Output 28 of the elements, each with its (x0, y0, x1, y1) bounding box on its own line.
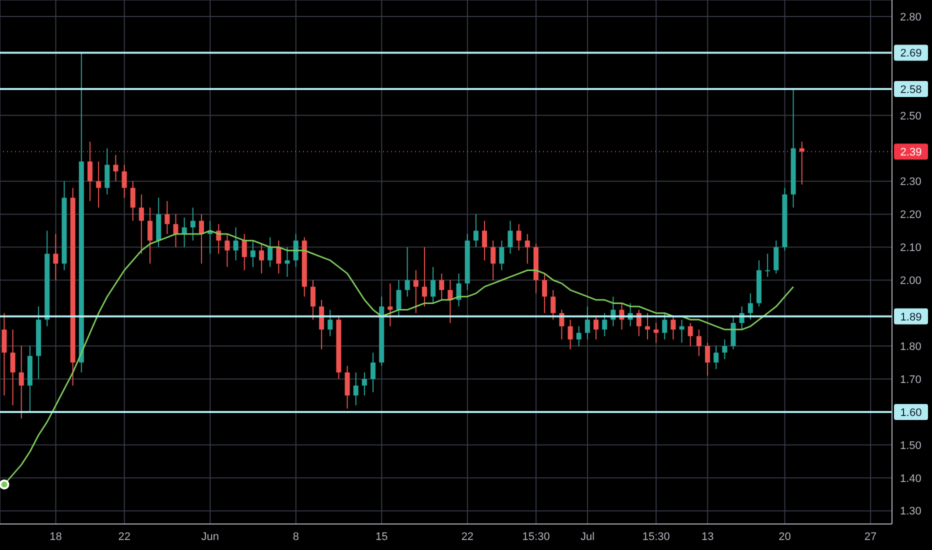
x-tick-label: 8 (292, 530, 299, 543)
x-tick-label: 18 (50, 530, 62, 543)
y-tick-label: 1.80 (900, 340, 922, 353)
ref-line-label: 1.60 (900, 406, 922, 419)
y-tick-label: 1.30 (900, 506, 922, 518)
x-tick-label: 15:30 (642, 530, 670, 543)
x-tick-label: 27 (864, 530, 877, 543)
ref-line-label: 2.39 (900, 146, 922, 159)
x-tick-label: Jun (201, 530, 220, 543)
x-tick-label: 22 (118, 530, 130, 543)
y-tick-label: 2.20 (900, 209, 922, 222)
y-tick-label: 2.50 (900, 110, 922, 122)
x-tick-label: 20 (778, 530, 791, 543)
ref-line-label: 2.69 (900, 48, 922, 60)
y-tick-label: 1.50 (900, 440, 922, 452)
y-tick-label: 1.70 (900, 374, 922, 386)
y-tick-label: 2.00 (900, 275, 922, 288)
y-tick-label: 2.10 (900, 242, 922, 254)
x-tick-label: 15:30 (522, 530, 550, 543)
y-tick-label: 1.40 (900, 472, 922, 485)
y-tick-label: 2.30 (900, 176, 922, 188)
x-tick-label: 22 (461, 530, 474, 543)
x-tick-label: 15 (376, 530, 388, 543)
y-tick-label: 2.80 (900, 11, 922, 24)
ref-line-label: 1.89 (900, 311, 922, 324)
x-tick-label: 13 (701, 530, 714, 543)
ref-line-label: 2.58 (900, 84, 922, 96)
x-tick-label: Jul (580, 530, 595, 543)
